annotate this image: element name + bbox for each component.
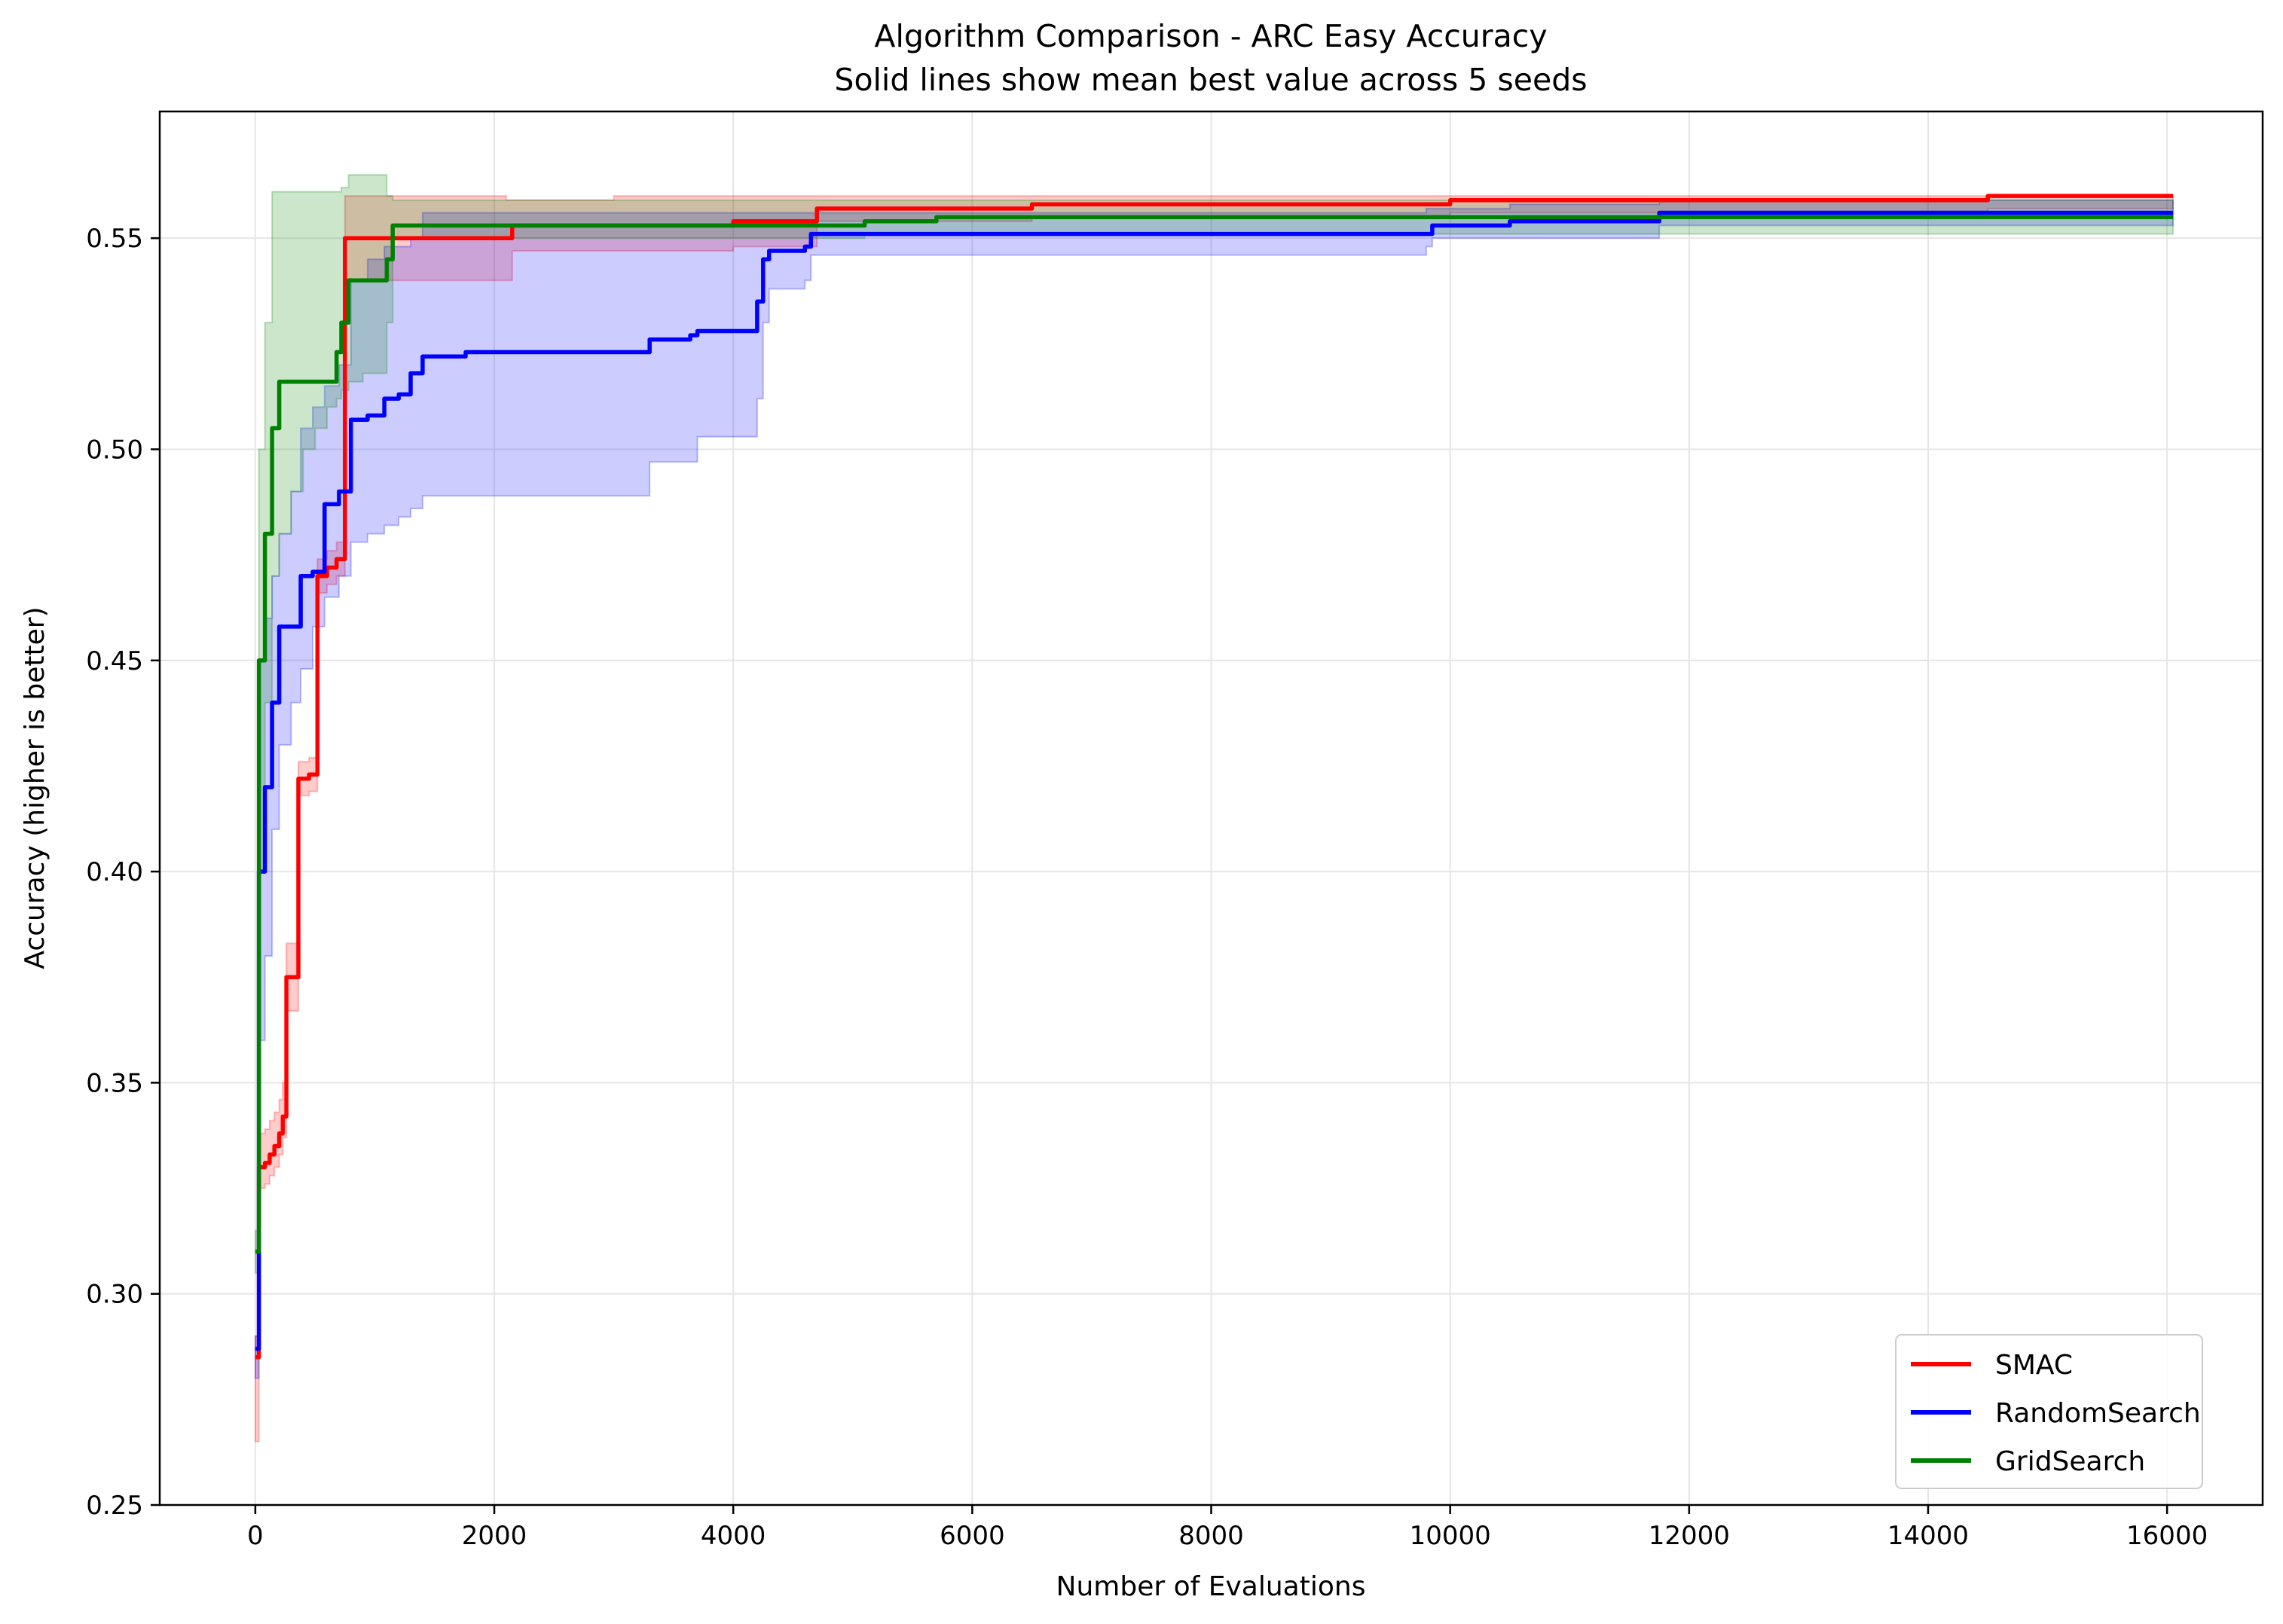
x-axis-label: Number of Evaluations bbox=[1056, 1571, 1366, 1602]
y-axis-ticks: 0.25 0.30 0.35 0.40 0.45 0.50 0.55 bbox=[86, 224, 160, 1521]
y-tick-label: 0.25 bbox=[86, 1491, 143, 1521]
chart-title: Algorithm Comparison - ARC Easy Accuracy bbox=[874, 18, 1547, 54]
y-tick-label: 0.30 bbox=[86, 1280, 143, 1310]
legend-label-smac: SMAC bbox=[1995, 1350, 2073, 1381]
legend-label-randomsearch: RandomSearch bbox=[1995, 1398, 2201, 1429]
y-tick-label: 0.50 bbox=[86, 435, 143, 465]
legend-label-gridsearch: GridSearch bbox=[1995, 1446, 2145, 1477]
x-tick-label: 12000 bbox=[1649, 1521, 1730, 1551]
y-tick-label: 0.55 bbox=[86, 224, 143, 254]
x-axis-ticks: 0 2000 4000 6000 8000 10000 12000 14000 16000 bbox=[247, 1505, 2208, 1551]
line-smac bbox=[255, 194, 2174, 1360]
x-tick-label: 14000 bbox=[1887, 1521, 1969, 1551]
x-tick-label: 0 bbox=[247, 1521, 264, 1551]
y-tick-label: 0.45 bbox=[86, 646, 143, 676]
x-tick-label: 16000 bbox=[2126, 1521, 2208, 1551]
x-tick-label: 8000 bbox=[1178, 1521, 1244, 1551]
y-tick-label: 0.40 bbox=[86, 857, 143, 887]
y-tick-label: 0.35 bbox=[86, 1068, 143, 1098]
line-randomsearch bbox=[255, 210, 2174, 1351]
legend-box bbox=[1895, 1334, 2203, 1489]
x-tick-label: 6000 bbox=[940, 1521, 1005, 1551]
legend: SMAC RandomSearch GridSearch bbox=[1895, 1334, 2203, 1489]
x-tick-label: 4000 bbox=[701, 1521, 766, 1551]
chart-subtitle: Solid lines show mean best value across … bbox=[834, 62, 1587, 98]
line-gridsearch bbox=[255, 215, 2174, 1254]
series-lines bbox=[255, 194, 2174, 1360]
y-axis-label: Accuracy (higher is better) bbox=[20, 606, 50, 969]
x-tick-label: 10000 bbox=[1410, 1521, 1491, 1551]
x-tick-label: 2000 bbox=[462, 1521, 527, 1551]
